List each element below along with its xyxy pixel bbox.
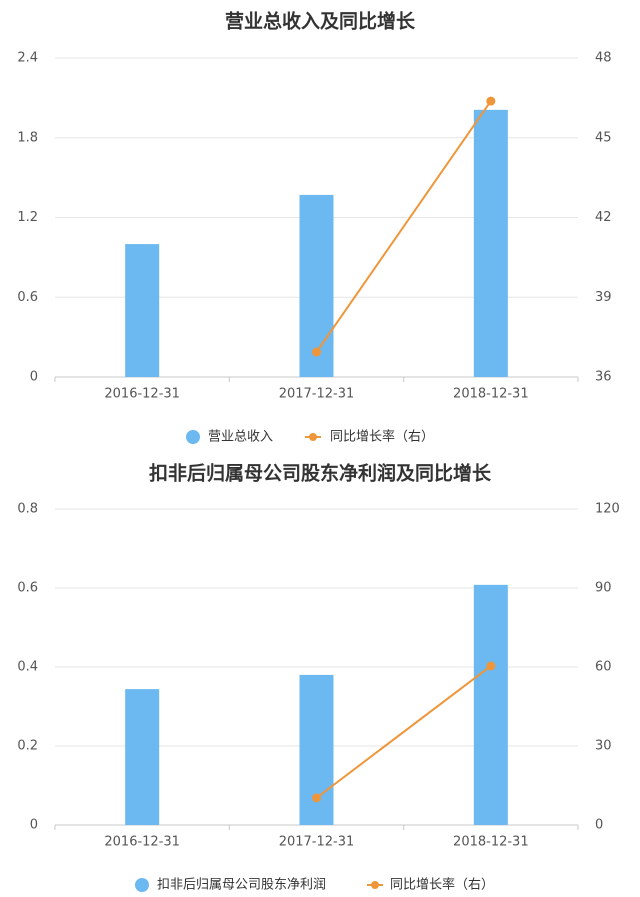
y2-tick-label: 45 (595, 130, 612, 145)
legend-marker (135, 878, 149, 892)
legend-label: 扣非后归属母公司股东净利润 (157, 878, 326, 893)
bar (299, 674, 334, 825)
chart-title: 营业总收入及同比增长 (225, 10, 416, 33)
bar (473, 584, 508, 825)
chart: 扣非后归属母公司股东净利润及同比增长 0 0.2 0.4 0.6 0.8 0 30 60 90 12… (17, 462, 620, 893)
x-tick-label: 2016-12-31 (104, 387, 180, 402)
y-tick-label: 1.8 (17, 130, 38, 145)
line (315, 100, 492, 353)
y2-tick-label: 48 (595, 51, 612, 66)
x-tick-label: 2017-12-31 (279, 835, 355, 850)
chart-title: 扣非后归属母公司股东净利润及同比增长 (149, 462, 492, 485)
y2-tick-label: 120 (595, 502, 620, 517)
y-tick-label: 0.8 (17, 502, 38, 517)
y-tick-label: 2.4 (17, 51, 38, 66)
point (312, 793, 321, 803)
y2-tick-label: 60 (595, 660, 612, 675)
legend-marker (186, 430, 200, 444)
legend-label: 同比增长率（右） (390, 877, 494, 893)
y2-tick-label: 0 (595, 818, 603, 833)
legend-label: 同比增长率（右） (330, 429, 434, 445)
bar (299, 194, 334, 377)
y2-tick-label: 42 (595, 210, 612, 225)
bar (125, 244, 160, 377)
y2-tick-label: 90 (595, 581, 612, 596)
point (486, 96, 496, 106)
x-tick-label: 2018-12-31 (453, 387, 529, 402)
y2-tick-label: 39 (595, 290, 612, 305)
bar (473, 109, 508, 378)
legend-marker (309, 433, 317, 441)
y-tick-label: 0 (30, 818, 38, 833)
x-tick-label: 2018-12-31 (453, 835, 529, 850)
x-tick-label: 2017-12-31 (279, 387, 355, 402)
y2-tick-label: 30 (595, 739, 612, 754)
bar (125, 689, 160, 825)
line (315, 665, 492, 799)
legend-marker (371, 881, 379, 889)
y-tick-label: 0.2 (17, 739, 38, 754)
legend-label: 营业总收入 (208, 430, 273, 445)
y-tick-label: 0.6 (17, 581, 38, 596)
chart: 营业总收入及同比增长 0 0.6 1.2 1.8 2.4 36 39 42 45 48 2016-12… (17, 10, 611, 445)
y-tick-label: 0 (30, 370, 38, 385)
point (486, 661, 496, 671)
y2-tick-label: 36 (595, 370, 612, 385)
x-tick-label: 2016-12-31 (104, 835, 180, 850)
y-tick-label: 0.6 (17, 290, 38, 305)
y-tick-label: 1.2 (17, 210, 38, 225)
point (312, 347, 321, 357)
y-tick-label: 0.4 (17, 660, 38, 675)
